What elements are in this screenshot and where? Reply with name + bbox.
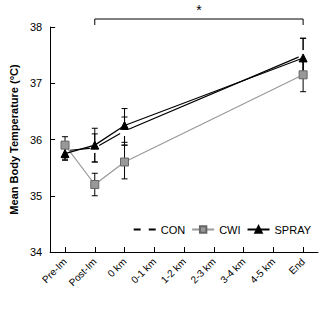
- svg-text:0 km: 0 km: [105, 256, 128, 279]
- svg-text:Pre-Im: Pre-Im: [40, 256, 69, 285]
- svg-text:End: End: [287, 256, 307, 276]
- svg-text:CWI: CWI: [219, 224, 240, 236]
- svg-text:1-2 km: 1-2 km: [159, 256, 188, 285]
- svg-text:36: 36: [30, 134, 42, 146]
- svg-text:*: *: [196, 2, 202, 18]
- svg-text:4-5 km: 4-5 km: [248, 256, 277, 285]
- svg-text:2-3 km: 2-3 km: [188, 256, 217, 285]
- svg-text:SPRAY: SPRAY: [275, 224, 312, 236]
- svg-text:37: 37: [30, 77, 42, 89]
- svg-text:Mean Body Temperature (°C): Mean Body Temperature (°C): [8, 64, 20, 215]
- svg-text:38: 38: [30, 21, 42, 33]
- svg-text:0-1 km: 0-1 km: [129, 256, 158, 285]
- svg-text:34: 34: [30, 246, 42, 258]
- svg-text:35: 35: [30, 190, 42, 202]
- svg-text:CON: CON: [161, 224, 186, 236]
- svg-text:3-4 km: 3-4 km: [218, 256, 247, 285]
- svg-text:Post-Im: Post-Im: [67, 256, 99, 288]
